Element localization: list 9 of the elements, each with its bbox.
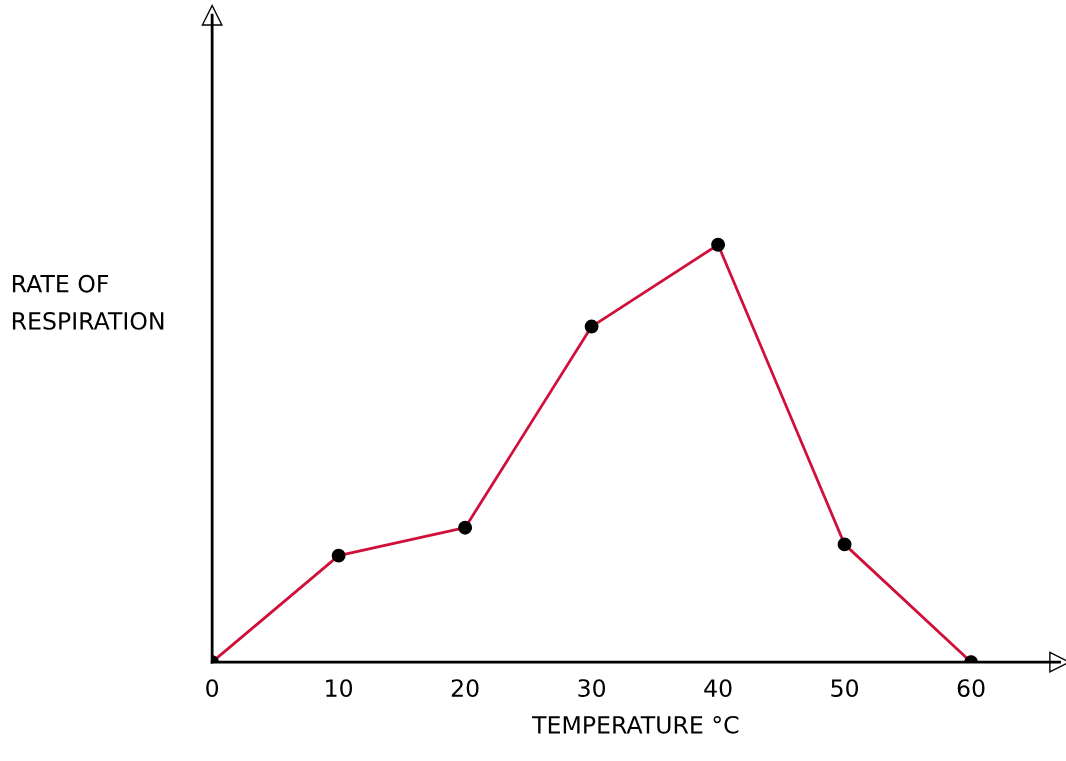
x-axis-title: TEMPERATURE °C <box>532 715 739 734</box>
x-tick-label: 50 <box>831 679 859 698</box>
x-tick-label: 0 <box>206 679 219 698</box>
x-tick-label: 10 <box>326 679 353 698</box>
x-tick-label: 30 <box>578 679 606 698</box>
x-tick-label: 40 <box>704 679 732 698</box>
y-axis-title: RATE OF RESPIRATION <box>12 274 164 330</box>
x-tick-label: 60 <box>957 679 985 698</box>
x-tick-label: 20 <box>451 679 479 698</box>
